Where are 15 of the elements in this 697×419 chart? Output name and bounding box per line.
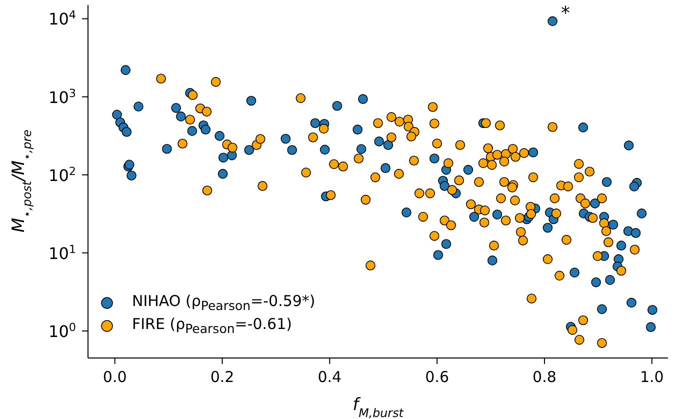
legend-label: FIRE (ρ$_{Pearson}$=-0.61) bbox=[132, 315, 292, 336]
y-tick-label: 10$^{2}$ bbox=[48, 164, 76, 185]
x-axis-title: f$_{M,burst}$ bbox=[352, 395, 405, 419]
y-tick-label: 10$^{3}$ bbox=[48, 86, 76, 107]
x-tick-label: 0.6 bbox=[425, 368, 450, 386]
annotation: * bbox=[561, 3, 570, 24]
y-tick-label: 10$^{4}$ bbox=[48, 8, 76, 29]
x-tick-label: 1.0 bbox=[640, 368, 664, 386]
x-tick-label: 0.8 bbox=[532, 368, 556, 386]
legend-label: NIHAO (ρ$_{Pearson}$=-0.59*) bbox=[132, 292, 316, 313]
x-tick-label: 0.2 bbox=[210, 368, 234, 386]
y-tick-label: 10$^{1}$ bbox=[48, 242, 76, 263]
x-tick-label: 0.4 bbox=[318, 368, 342, 386]
y-tick-label: 10$^{0}$ bbox=[48, 320, 76, 341]
x-tick-label: 0.0 bbox=[102, 368, 127, 386]
